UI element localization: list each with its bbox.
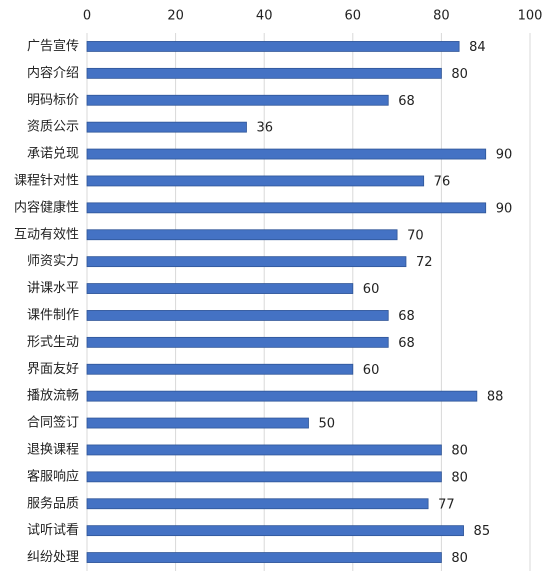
- bar: [86, 363, 354, 375]
- data-label: 36: [256, 121, 273, 136]
- data-label: 68: [398, 94, 415, 109]
- bar: [86, 94, 389, 106]
- data-label: 88: [487, 390, 504, 405]
- y-tick-label: 互动有效性: [14, 227, 79, 242]
- data-label: 50: [319, 417, 336, 432]
- y-tick-label: 退换课程: [27, 442, 79, 457]
- data-label: 60: [363, 282, 380, 297]
- data-label: 85: [474, 524, 491, 539]
- y-tick-label: 界面友好: [27, 361, 79, 377]
- bar: [86, 41, 460, 52]
- y-tick-label: 内容健康性: [14, 199, 79, 215]
- y-tick-label: 明码标价: [27, 93, 79, 108]
- y-tick-label: 合同签订: [27, 415, 79, 431]
- bar: [86, 498, 429, 510]
- data-label: 80: [451, 443, 468, 458]
- bar: [86, 202, 487, 214]
- x-tick-label: 100: [518, 9, 543, 24]
- x-tick-label: 40: [256, 9, 273, 24]
- x-tick-label: 80: [433, 9, 450, 24]
- data-label: 60: [363, 363, 380, 378]
- y-tick-label: 内容介绍: [27, 65, 79, 81]
- y-tick-label: 课件制作: [27, 308, 79, 323]
- y-tick-label: 承诺兑现: [27, 147, 79, 162]
- data-label: 76: [434, 174, 451, 189]
- data-label: 80: [451, 470, 468, 485]
- bar: [86, 175, 425, 187]
- bar: [86, 121, 247, 133]
- bar: [86, 336, 389, 348]
- data-label: 77: [438, 497, 455, 512]
- bar: [86, 471, 442, 483]
- y-tick-label: 师资实力: [27, 254, 79, 269]
- y-tick-label: 纠纷处理: [27, 550, 79, 565]
- x-tick-label: 20: [167, 9, 184, 24]
- y-tick-label: 播放流畅: [27, 389, 79, 404]
- y-tick-label: 形式生动: [27, 335, 79, 350]
- bar: [86, 229, 398, 241]
- y-tick-label: 客服响应: [27, 468, 79, 484]
- data-label: 90: [496, 148, 513, 163]
- data-label: 72: [416, 255, 433, 270]
- y-tick-label: 讲课水平: [27, 281, 79, 296]
- data-label: 90: [496, 201, 513, 216]
- data-label: 84: [469, 40, 486, 55]
- bar: [86, 552, 442, 563]
- x-tick-label: 60: [345, 9, 362, 24]
- bar: [86, 283, 354, 294]
- data-label: 70: [407, 228, 424, 243]
- bar: [86, 310, 389, 321]
- data-label: 80: [451, 67, 468, 82]
- bar: [86, 256, 407, 268]
- y-tick-label: 广告宣传: [27, 38, 79, 54]
- y-tick-label: 资质公示: [27, 120, 79, 135]
- y-tick-label: 试听试看: [27, 522, 79, 538]
- bar: [86, 444, 442, 456]
- bar: [86, 67, 442, 79]
- data-label: 68: [398, 309, 415, 324]
- bar: [86, 417, 309, 429]
- y-tick-label: 服务品质: [27, 495, 79, 511]
- x-tick-label: 0: [83, 9, 91, 24]
- bar: [86, 390, 478, 402]
- data-label: 68: [398, 336, 415, 351]
- data-label: 80: [451, 551, 468, 566]
- bar: [86, 525, 464, 537]
- bar: [86, 148, 487, 160]
- y-tick-label: 课程针对性: [14, 173, 79, 188]
